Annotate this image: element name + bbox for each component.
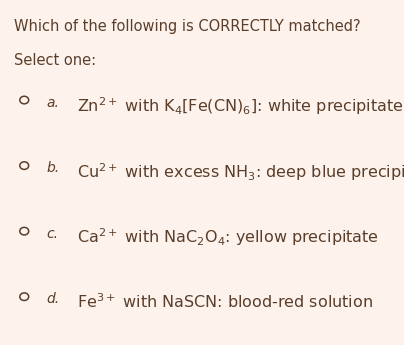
Text: $\mathrm{Cu^{2+}}$ with excess $\mathrm{NH_3}$: deep blue precipitate: $\mathrm{Cu^{2+}}$ with excess $\mathrm{… [77,161,404,183]
Text: $\mathrm{Zn^{2+}}$ with $\mathrm{K_4[Fe(CN)_6]}$: white precipitate: $\mathrm{Zn^{2+}}$ with $\mathrm{K_4[Fe(… [77,96,404,117]
Text: d.: d. [46,292,59,306]
Text: b.: b. [46,161,59,175]
Text: c.: c. [46,227,59,241]
Text: Select one:: Select one: [14,53,96,68]
Text: $\mathrm{Fe^{3+}}$ with NaSCN: blood-red solution: $\mathrm{Fe^{3+}}$ with NaSCN: blood-red… [77,292,373,311]
Text: a.: a. [46,96,59,110]
Text: Which of the following is CORRECTLY matched?: Which of the following is CORRECTLY matc… [14,19,361,34]
Text: $\mathrm{Ca^{2+}}$ with $\mathrm{NaC_2O_4}$: yellow precipitate: $\mathrm{Ca^{2+}}$ with $\mathrm{NaC_2O_… [77,227,379,248]
